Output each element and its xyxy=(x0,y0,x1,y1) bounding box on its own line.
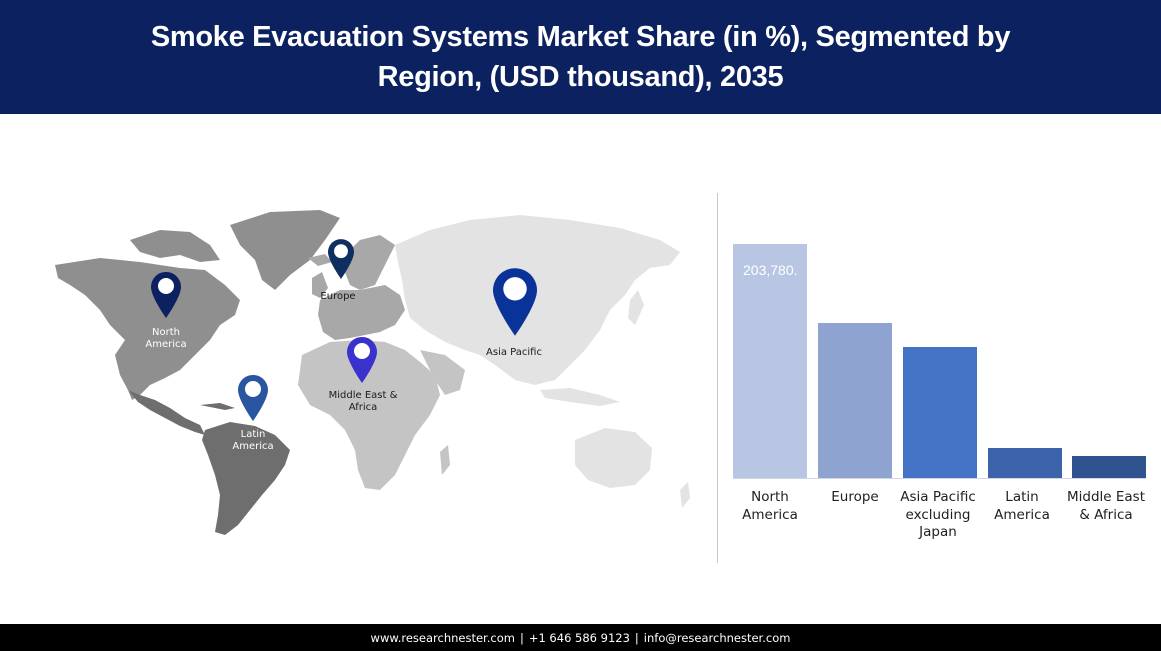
category-label-asia-pacific: Asia Pacific excluding Japan xyxy=(896,489,980,542)
label-line: Latin xyxy=(240,429,266,440)
label-line: Europe xyxy=(320,291,356,302)
greenland-shape xyxy=(230,210,340,290)
bar-asia-pacific xyxy=(903,347,977,478)
footer-separator: | xyxy=(634,630,639,645)
australia-shape xyxy=(575,428,652,488)
south-america-shape xyxy=(202,422,290,535)
footer-contact-bar: www.researchnester.com | +1 646 586 9123… xyxy=(0,624,1161,651)
label-line: Japan xyxy=(919,524,957,540)
label-line: Middle East & xyxy=(328,390,398,401)
europe-shape xyxy=(318,285,405,340)
asia-pacific-pin-icon xyxy=(493,268,537,336)
category-label-north-america: North America xyxy=(728,489,812,524)
footer-separator: | xyxy=(519,630,524,645)
central-america-shape xyxy=(128,390,205,435)
europe-map-label: Europe xyxy=(320,291,355,303)
bar-latin-america xyxy=(988,448,1062,478)
label-line: America xyxy=(145,339,187,350)
section-divider xyxy=(717,193,718,563)
footer-phone: +1 646 586 9123 xyxy=(528,630,630,645)
footer-email-link[interactable]: info@researchnester.com xyxy=(643,630,791,645)
category-label-middle-east-africa: Middle East & Africa xyxy=(1064,489,1148,524)
category-label-europe: Europe xyxy=(813,489,897,507)
arctic-islands-shape xyxy=(130,230,220,262)
scandinavia-shape xyxy=(340,235,395,290)
label-line: America xyxy=(994,506,1050,523)
bar-value-label: 203,780. xyxy=(743,262,798,278)
middle-east-africa-map-label: Middle East & Africa xyxy=(329,390,398,414)
europe-pin-icon xyxy=(328,239,354,279)
label-line: Asia Pacific xyxy=(486,347,542,358)
arabia-shape xyxy=(420,350,465,395)
world-map-graphic xyxy=(55,210,690,535)
label-line: America xyxy=(742,506,798,523)
x-axis-baseline xyxy=(733,478,1146,479)
label-line: Middle East xyxy=(1066,489,1145,505)
label-line: Africa xyxy=(348,402,378,413)
north-america-shape xyxy=(55,258,240,400)
latin-america-map-label: Latin America xyxy=(232,429,273,453)
label-line: North xyxy=(751,489,789,505)
title-banner: Smoke Evacuation Systems Market Share (i… xyxy=(0,0,1161,114)
bar-europe xyxy=(818,323,892,478)
latin-america-pin-icon xyxy=(238,375,268,421)
north-america-map-label: North America xyxy=(145,327,186,351)
label-line: Europe xyxy=(831,489,879,505)
footer-website-link[interactable]: www.researchnester.com xyxy=(370,630,515,645)
middle-east-africa-pin-icon xyxy=(347,337,377,383)
world-map: North America Europe Asia Pacific Middle… xyxy=(40,190,700,550)
category-label-latin-america: Latin America xyxy=(980,489,1064,524)
asia-pacific-map-label: Asia Pacific xyxy=(486,347,542,359)
label-line: Asia Pacific xyxy=(900,489,976,505)
bar-chart: 203,780. North America Europe Asia Pacif… xyxy=(733,230,1148,550)
label-line: Latin xyxy=(1005,489,1039,505)
chart-title: Smoke Evacuation Systems Market Share (i… xyxy=(150,21,1011,93)
label-line: North xyxy=(152,327,180,338)
label-line: excluding xyxy=(905,506,971,523)
bar-north-america: 203,780. xyxy=(733,244,807,478)
asia-shape xyxy=(395,215,680,385)
label-line: & Africa xyxy=(1079,506,1133,523)
africa-shape xyxy=(298,340,440,490)
north-america-pin-icon xyxy=(151,272,181,318)
bar-middle-east-africa xyxy=(1072,456,1146,478)
label-line: America xyxy=(232,441,274,452)
